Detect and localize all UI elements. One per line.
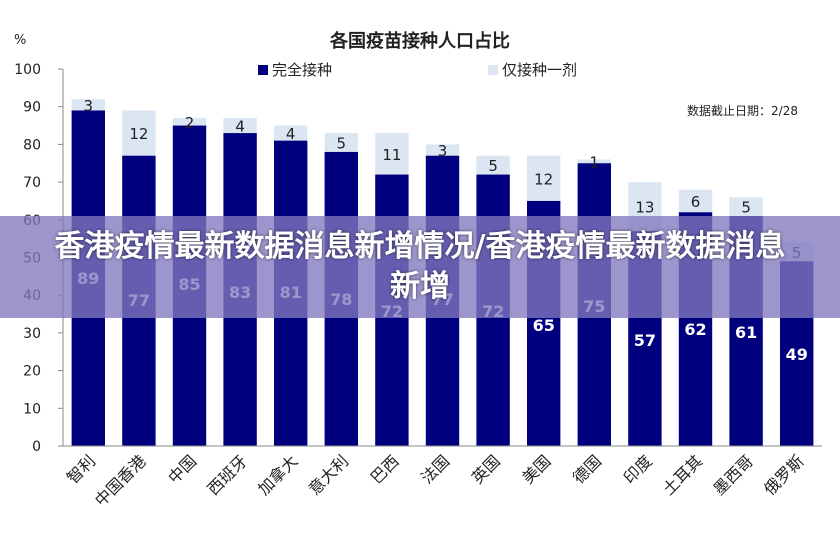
overlay-banner: 香港疫情最新数据消息新增情况/香港疫情最新数据消息新增 — [0, 216, 840, 318]
y-tick-label: 10 — [23, 401, 41, 417]
data-label-full: 62 — [684, 320, 706, 339]
data-label-full: 65 — [533, 316, 555, 335]
x-category-label: 俄罗斯 — [760, 451, 807, 498]
x-category-label: 巴西 — [367, 451, 403, 487]
x-category-label: 英国 — [468, 451, 504, 487]
y-axis-unit: % — [14, 33, 26, 48]
legend-swatch — [488, 65, 498, 75]
x-category-label: 西班牙 — [204, 451, 251, 498]
data-label-partial: 6 — [691, 193, 701, 211]
data-label-full: 61 — [735, 323, 757, 342]
bar-segment-partial — [425, 144, 460, 156]
bar-segment-partial — [678, 189, 713, 213]
bar-segment-partial — [729, 197, 763, 217]
x-category-label: 土耳其 — [659, 451, 706, 498]
bar-segment-partial — [476, 155, 510, 175]
legend-label: 完全接种 — [272, 61, 332, 79]
data-label-partial: 4 — [286, 125, 296, 143]
y-tick-label: 70 — [23, 175, 41, 191]
x-category-label: 智利 — [63, 451, 99, 487]
data-label-partial: 5 — [337, 135, 347, 153]
data-label-partial: 11 — [382, 146, 401, 164]
legend: 完全接种 仅接种一剂 — [258, 61, 577, 79]
x-category-label: 意大利 — [305, 451, 352, 498]
y-tick-label: 30 — [23, 326, 41, 342]
x-category-label: 德国 — [569, 451, 605, 487]
data-label-partial: 3 — [84, 97, 94, 115]
bar-segment-partial — [172, 118, 207, 126]
data-label-partial: 2 — [185, 114, 195, 132]
bar-segment-partial — [122, 110, 156, 156]
bar-segment-partial — [375, 133, 409, 175]
x-category-label: 加拿大 — [254, 451, 301, 498]
legend-swatch — [258, 65, 268, 75]
x-category-label: 中国香港 — [91, 451, 150, 510]
y-tick-label: 20 — [23, 364, 41, 380]
bar-segment-partial — [223, 118, 257, 134]
bar-segment-partial — [527, 155, 561, 201]
legend-label: 仅接种一剂 — [502, 61, 577, 79]
data-label-full: 49 — [786, 345, 808, 364]
data-label-partial: 1 — [590, 153, 600, 171]
bar-segment-partial — [324, 133, 358, 152]
x-category-label: 印度 — [620, 451, 656, 487]
banner-title: 香港疫情最新数据消息新增情况/香港疫情最新数据消息新增 — [54, 229, 786, 304]
bar-segment-partial — [577, 159, 611, 164]
bar-segment-partial — [71, 99, 105, 111]
y-tick-label: 100 — [14, 62, 41, 78]
y-tick-label: 80 — [23, 137, 41, 153]
data-label-full: 57 — [634, 331, 656, 350]
data-label-partial: 5 — [488, 157, 498, 175]
data-label-partial: 5 — [741, 199, 751, 217]
x-category-label: 中国 — [164, 451, 200, 487]
data-label-partial: 4 — [235, 118, 245, 136]
x-category-label: 美国 — [518, 451, 554, 487]
x-category-label: 法国 — [417, 451, 453, 487]
data-label-partial: 12 — [129, 125, 148, 143]
data-date-note: 数据截止日期：2/28 — [687, 103, 798, 118]
bar-segment-partial — [274, 125, 308, 141]
y-tick-label: 0 — [32, 439, 41, 455]
data-label-partial: 13 — [635, 199, 654, 217]
x-category-label: 墨西哥 — [710, 451, 757, 498]
y-tick-label: 90 — [23, 100, 41, 116]
data-label-partial: 12 — [534, 170, 553, 188]
chart-title: 各国疫苗接种人口占比 — [329, 30, 510, 52]
data-label-partial: 3 — [438, 142, 448, 160]
